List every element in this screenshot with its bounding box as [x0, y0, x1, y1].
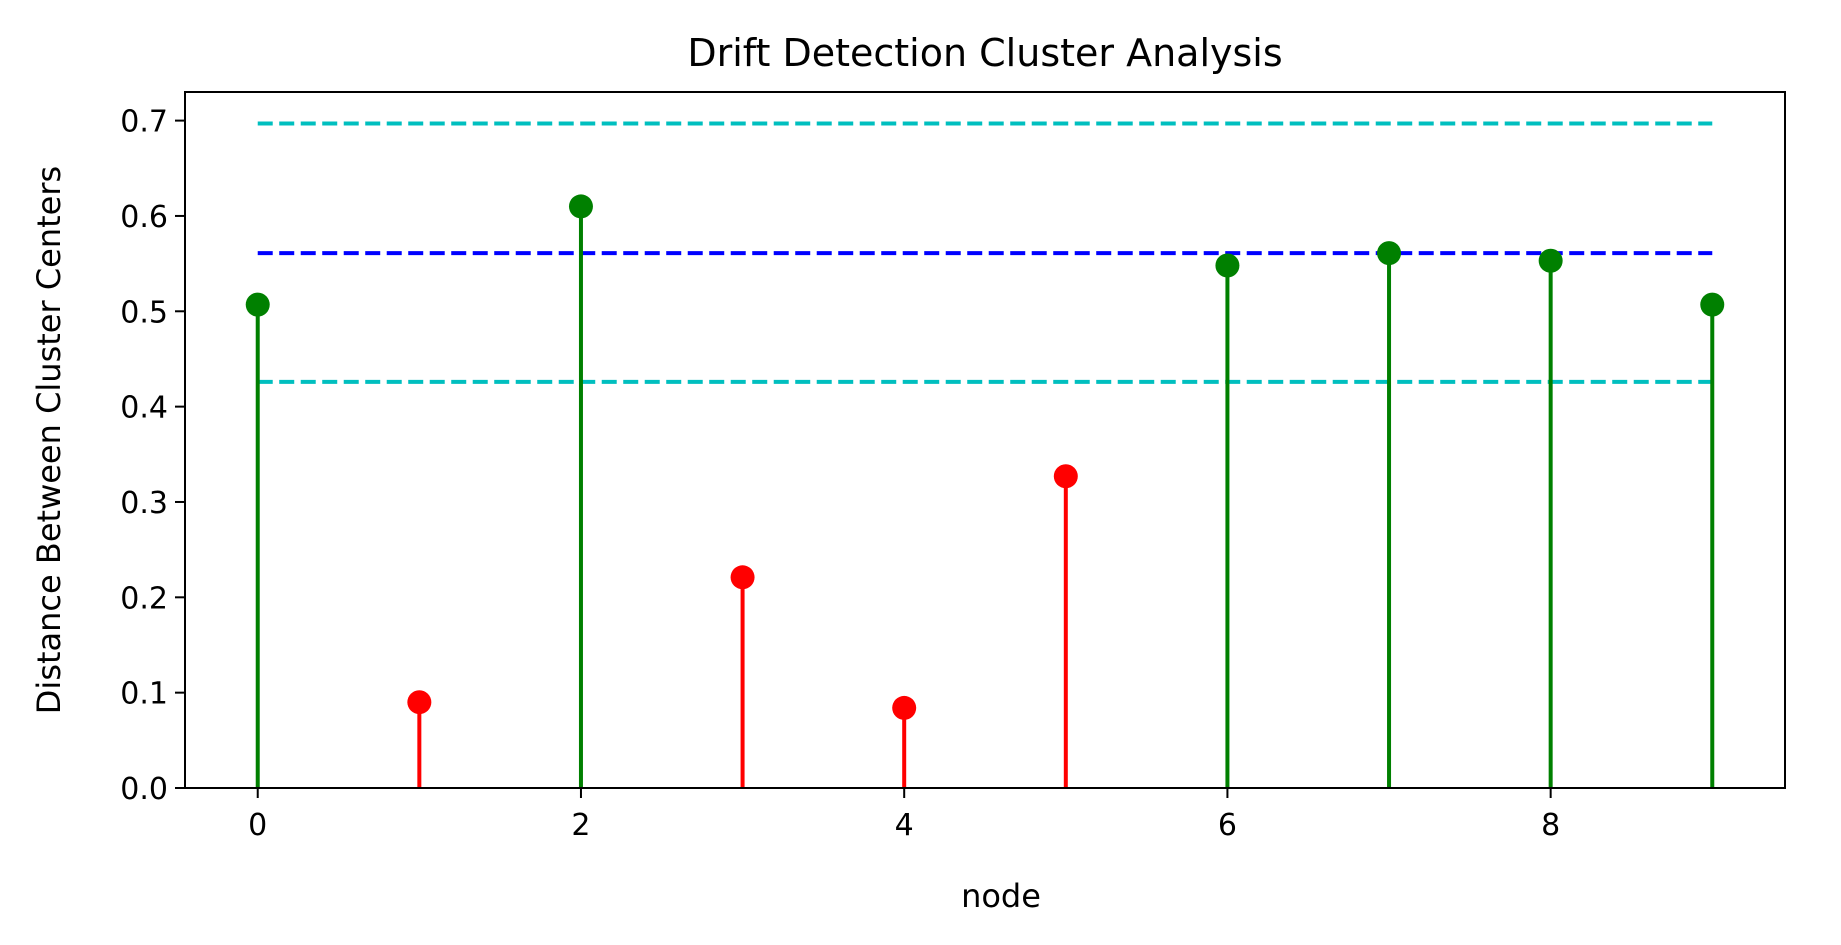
point-1 — [407, 690, 432, 715]
plot-background — [185, 92, 1785, 788]
y-axis-label: Distance Between Cluster Centers — [30, 166, 68, 714]
y-tick-label-0.2: 0.2 — [120, 581, 168, 616]
y-tick-label-0.7: 0.7 — [120, 105, 168, 140]
y-tick-label-0.0: 0.0 — [120, 772, 168, 807]
reference-lines — [257, 121, 1713, 384]
point-7 — [1377, 241, 1402, 266]
stems — [255, 206, 1715, 788]
x-axis-ticks: 0 2 4 6 8 — [248, 788, 1560, 843]
point-3 — [730, 565, 755, 590]
x-axis-label: node — [961, 877, 1041, 915]
y-tick-label-0.4: 0.4 — [120, 391, 168, 426]
x-tick-label-8: 8 — [1541, 808, 1560, 843]
point-8 — [1538, 248, 1563, 273]
x-tick-label-0: 0 — [248, 808, 267, 843]
y-tick-label-0.5: 0.5 — [120, 295, 168, 330]
y-axis-ticks: 0.0 0.1 0.2 0.3 0.4 0.5 0.6 0.7 — [120, 105, 185, 807]
y-tick-label-0.6: 0.6 — [120, 200, 168, 235]
point-2 — [568, 194, 593, 219]
plot-frame — [184, 91, 1786, 789]
x-tick-label-4: 4 — [895, 808, 914, 843]
chart-title: Drift Detection Cluster Analysis — [687, 31, 1282, 75]
point-4 — [892, 695, 917, 720]
point-5 — [1053, 464, 1078, 489]
x-tick-label-2: 2 — [571, 808, 590, 843]
point-0 — [245, 292, 270, 317]
y-tick-label-0.1: 0.1 — [120, 677, 168, 712]
point-6 — [1215, 253, 1240, 278]
y-tick-label-0.3: 0.3 — [120, 486, 168, 521]
markers — [245, 194, 1725, 720]
point-9 — [1700, 292, 1725, 317]
x-tick-label-6: 6 — [1218, 808, 1237, 843]
